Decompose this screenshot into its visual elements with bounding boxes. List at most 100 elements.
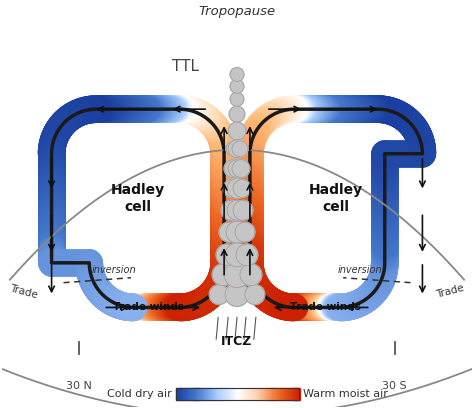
Bar: [292, 388, 293, 400]
Bar: [287, 388, 288, 400]
Bar: [208, 388, 209, 400]
Circle shape: [232, 160, 250, 177]
Bar: [255, 388, 257, 400]
Bar: [236, 388, 237, 400]
Bar: [233, 388, 234, 400]
Bar: [278, 388, 279, 400]
Text: Hadley
cell: Hadley cell: [111, 183, 165, 214]
Text: Trade winds: Trade winds: [113, 302, 184, 313]
Bar: [254, 388, 255, 400]
Bar: [216, 388, 218, 400]
Circle shape: [240, 264, 262, 286]
Text: inversion: inversion: [338, 265, 383, 275]
Bar: [264, 388, 265, 400]
Bar: [200, 388, 201, 400]
Bar: [284, 388, 285, 400]
Bar: [196, 388, 198, 400]
Bar: [293, 388, 294, 400]
Bar: [210, 388, 211, 400]
Circle shape: [228, 160, 246, 177]
Bar: [253, 388, 254, 400]
Bar: [291, 388, 292, 400]
Bar: [220, 388, 222, 400]
Circle shape: [227, 179, 247, 198]
Text: 30 N: 30 N: [66, 381, 92, 391]
Bar: [181, 388, 182, 400]
Bar: [239, 388, 240, 400]
Bar: [192, 388, 193, 400]
Bar: [270, 388, 272, 400]
Bar: [243, 388, 245, 400]
Circle shape: [230, 67, 244, 81]
Circle shape: [233, 180, 251, 197]
Bar: [261, 388, 262, 400]
Bar: [228, 388, 230, 400]
Text: Warm moist air: Warm moist air: [303, 389, 388, 399]
Bar: [295, 388, 297, 400]
Text: 30 S: 30 S: [383, 381, 407, 391]
Bar: [175, 388, 300, 400]
Text: Trade winds: Trade winds: [290, 302, 361, 313]
Text: ITCZ: ITCZ: [221, 335, 253, 348]
Circle shape: [228, 122, 246, 140]
Bar: [273, 388, 275, 400]
Bar: [219, 388, 220, 400]
Bar: [262, 388, 264, 400]
Bar: [290, 388, 292, 400]
Circle shape: [235, 222, 255, 242]
Bar: [248, 388, 250, 400]
Circle shape: [225, 283, 249, 306]
Bar: [212, 388, 213, 400]
Circle shape: [221, 200, 241, 220]
Bar: [288, 388, 289, 400]
Bar: [187, 388, 188, 400]
Circle shape: [209, 285, 229, 304]
Circle shape: [216, 244, 238, 266]
Bar: [214, 388, 215, 400]
Circle shape: [236, 244, 258, 266]
Bar: [252, 388, 253, 400]
Bar: [260, 388, 261, 400]
Bar: [234, 388, 235, 400]
Circle shape: [225, 243, 249, 267]
Bar: [227, 388, 228, 400]
Text: Tropopause: Tropopause: [199, 5, 275, 18]
Circle shape: [212, 264, 234, 286]
Bar: [232, 388, 233, 400]
Circle shape: [230, 80, 244, 93]
Bar: [242, 388, 244, 400]
Circle shape: [224, 262, 250, 288]
Circle shape: [226, 221, 248, 243]
Bar: [202, 388, 204, 400]
Bar: [225, 388, 226, 400]
Bar: [282, 388, 283, 400]
Circle shape: [223, 180, 241, 197]
Bar: [182, 388, 183, 400]
Bar: [221, 388, 223, 400]
Bar: [183, 388, 184, 400]
Bar: [230, 388, 231, 400]
Bar: [279, 388, 280, 400]
Bar: [186, 388, 187, 400]
Bar: [209, 388, 210, 400]
Bar: [244, 388, 246, 400]
Bar: [259, 388, 260, 400]
Bar: [185, 388, 186, 400]
Circle shape: [224, 160, 242, 177]
Bar: [199, 388, 200, 400]
Bar: [296, 388, 298, 400]
Bar: [286, 388, 287, 400]
Bar: [283, 388, 284, 400]
Bar: [247, 388, 249, 400]
Circle shape: [233, 200, 253, 220]
Text: TTL: TTL: [172, 59, 199, 74]
Bar: [271, 388, 273, 400]
Bar: [177, 388, 178, 400]
Bar: [274, 388, 276, 400]
Bar: [193, 388, 194, 400]
Text: Cold dry air: Cold dry air: [107, 389, 172, 399]
Circle shape: [232, 141, 248, 157]
Bar: [207, 388, 208, 400]
Bar: [280, 388, 281, 400]
Bar: [190, 388, 191, 400]
